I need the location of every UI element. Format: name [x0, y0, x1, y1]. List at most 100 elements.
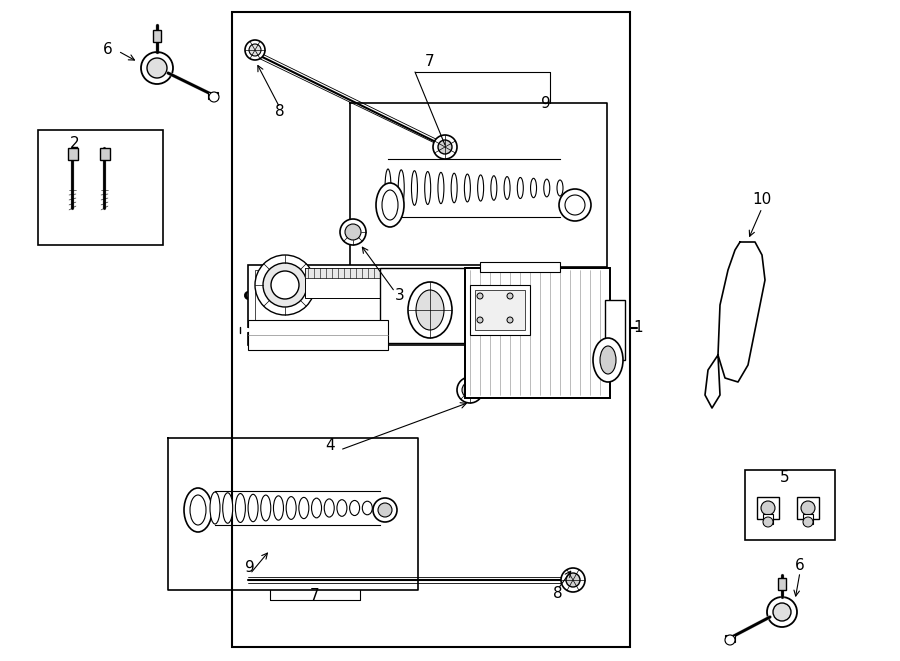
Text: 7: 7: [310, 588, 320, 602]
Circle shape: [725, 635, 735, 645]
Ellipse shape: [491, 176, 497, 200]
Ellipse shape: [184, 488, 212, 532]
Circle shape: [209, 92, 219, 102]
Text: 10: 10: [752, 192, 771, 208]
Bar: [100, 148, 110, 160]
Ellipse shape: [382, 190, 398, 220]
Ellipse shape: [385, 169, 391, 207]
Ellipse shape: [376, 183, 404, 227]
Bar: [763, 514, 773, 524]
Ellipse shape: [190, 495, 206, 525]
Circle shape: [763, 517, 773, 527]
Ellipse shape: [416, 290, 444, 330]
Text: 5: 5: [780, 471, 790, 485]
Ellipse shape: [349, 500, 360, 516]
Circle shape: [457, 377, 483, 403]
Circle shape: [767, 597, 797, 627]
Ellipse shape: [274, 496, 284, 520]
Ellipse shape: [408, 282, 452, 338]
Ellipse shape: [425, 172, 431, 204]
Ellipse shape: [504, 176, 510, 200]
Bar: [480, 262, 560, 272]
Text: 7: 7: [425, 54, 435, 69]
Polygon shape: [718, 242, 765, 382]
Bar: [465, 268, 610, 398]
Circle shape: [801, 501, 815, 515]
Circle shape: [255, 255, 315, 315]
Circle shape: [345, 224, 361, 240]
Text: 9: 9: [245, 561, 255, 576]
Ellipse shape: [464, 174, 471, 202]
Ellipse shape: [311, 498, 321, 518]
Text: 6: 6: [104, 42, 112, 58]
Bar: [380, 268, 495, 343]
Ellipse shape: [600, 346, 616, 374]
Ellipse shape: [299, 497, 309, 519]
Ellipse shape: [398, 170, 404, 206]
Ellipse shape: [411, 171, 418, 206]
Circle shape: [249, 44, 261, 56]
Bar: [68, 148, 78, 160]
Ellipse shape: [210, 492, 220, 524]
Bar: [797, 497, 819, 519]
Bar: [208, 92, 218, 99]
Circle shape: [438, 140, 452, 154]
Bar: [475, 290, 525, 330]
Ellipse shape: [438, 173, 444, 204]
Bar: [248, 265, 498, 345]
Circle shape: [507, 317, 513, 323]
Ellipse shape: [593, 338, 623, 382]
Circle shape: [263, 263, 307, 307]
Bar: [470, 285, 530, 335]
Circle shape: [340, 219, 366, 245]
Ellipse shape: [557, 180, 563, 196]
Bar: [778, 578, 786, 590]
Bar: [38, 130, 163, 245]
Ellipse shape: [544, 179, 550, 197]
Ellipse shape: [518, 177, 523, 198]
Circle shape: [507, 293, 513, 299]
Ellipse shape: [261, 495, 271, 521]
Circle shape: [147, 58, 167, 78]
Bar: [803, 514, 813, 524]
Text: 2: 2: [70, 136, 80, 151]
Bar: [757, 497, 779, 519]
Circle shape: [773, 603, 791, 621]
Ellipse shape: [324, 499, 334, 517]
Circle shape: [803, 517, 813, 527]
Ellipse shape: [530, 178, 536, 198]
Bar: [232, 12, 630, 647]
Ellipse shape: [236, 494, 246, 522]
Bar: [725, 635, 735, 642]
Ellipse shape: [363, 501, 373, 515]
Text: 8: 8: [554, 586, 562, 602]
Circle shape: [245, 40, 265, 60]
Bar: [248, 320, 388, 350]
Ellipse shape: [478, 175, 483, 201]
Ellipse shape: [286, 496, 296, 520]
Circle shape: [141, 52, 173, 84]
Bar: [605, 300, 625, 360]
Ellipse shape: [451, 173, 457, 203]
Bar: [305, 268, 405, 278]
Ellipse shape: [375, 502, 385, 514]
Circle shape: [271, 271, 299, 299]
Bar: [153, 30, 161, 42]
Bar: [305, 268, 405, 298]
Text: 9: 9: [541, 97, 551, 112]
Circle shape: [373, 498, 397, 522]
Ellipse shape: [248, 494, 258, 522]
Circle shape: [565, 195, 585, 215]
Circle shape: [561, 568, 585, 592]
Bar: [255, 270, 490, 338]
Circle shape: [462, 382, 478, 398]
Circle shape: [566, 573, 580, 587]
Circle shape: [477, 317, 483, 323]
Ellipse shape: [222, 492, 233, 524]
Circle shape: [761, 501, 775, 515]
Text: 4: 4: [325, 438, 335, 453]
Circle shape: [378, 503, 392, 517]
Text: 8: 8: [275, 104, 284, 120]
Circle shape: [433, 135, 457, 159]
Bar: [745, 470, 835, 540]
